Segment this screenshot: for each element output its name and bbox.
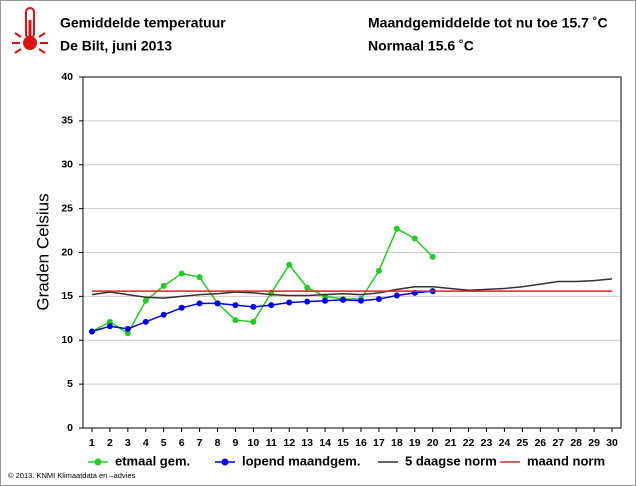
footer: © 2013. KNMI Klimaatdata en –advies: [8, 471, 136, 480]
point: [357, 297, 364, 304]
x-tick-label: 1: [89, 437, 95, 449]
x-tick-label: 25: [517, 437, 529, 449]
point: [196, 274, 203, 281]
point: [88, 328, 95, 335]
point: [106, 318, 113, 325]
x-tick-label: 30: [606, 437, 618, 449]
point: [340, 296, 347, 303]
chart-subtitle: De Bilt, juni 2013: [60, 38, 172, 54]
y-tick-label: 40: [61, 71, 73, 83]
legend-marker: [221, 458, 229, 466]
point: [232, 302, 239, 309]
y-tick-label: 5: [67, 378, 73, 390]
point: [178, 270, 185, 277]
x-tick-label: 18: [391, 437, 403, 449]
x-tick-label: 17: [373, 437, 385, 449]
x-tick-label: 23: [481, 437, 493, 449]
point: [142, 318, 149, 325]
point: [286, 299, 293, 306]
point: [304, 298, 311, 305]
y-axis-label: Graden Celsius: [33, 193, 52, 310]
x-tick-label: 8: [215, 437, 221, 449]
x-tick-label: 12: [283, 437, 295, 449]
chart-title: Gemiddelde temperatuur: [60, 15, 226, 31]
thermometer-icon: [12, 7, 48, 54]
point: [429, 253, 436, 260]
point: [322, 297, 329, 304]
x-tick-label: 19: [409, 437, 421, 449]
x-tick-label: 7: [197, 437, 203, 449]
y-tick-label: 25: [61, 202, 73, 214]
point: [375, 296, 382, 303]
legend-label: lopend maandgem.: [242, 453, 360, 468]
x-tick-label: 10: [248, 437, 260, 449]
point: [142, 297, 149, 304]
x-tick-label: 22: [463, 437, 475, 449]
annotation: Maandgemiddelde tot nu toe 15.7 ˚C: [368, 15, 608, 31]
x-tick-label: 5: [161, 437, 167, 449]
x-tick-label: 11: [266, 437, 277, 449]
point: [286, 261, 293, 268]
x-tick-label: 13: [301, 437, 313, 449]
annotation: Normaal 15.6 ˚C: [368, 38, 474, 54]
point: [250, 303, 257, 310]
legend-label: etmaal gem.: [115, 453, 190, 468]
point: [232, 317, 239, 324]
point: [250, 318, 257, 325]
x-tick-label: 29: [588, 437, 600, 449]
point: [375, 267, 382, 274]
x-tick-label: 6: [179, 437, 185, 449]
legend-marker: [94, 458, 102, 466]
point: [178, 304, 185, 311]
y-tick-label: 35: [61, 115, 73, 127]
point: [196, 300, 203, 307]
point: [124, 325, 131, 332]
x-tick-label: 26: [534, 437, 546, 449]
series-line: [91, 290, 433, 333]
point: [214, 300, 221, 307]
point: [160, 311, 167, 318]
point: [393, 225, 400, 232]
x-tick-label: 28: [570, 437, 582, 449]
y-tick-label: 20: [61, 246, 73, 258]
x-tick-label: 20: [427, 437, 439, 449]
y-tick-label: 0: [67, 422, 73, 434]
x-tick-label: 16: [355, 437, 367, 449]
x-tick-label: 3: [125, 437, 131, 449]
x-tick-label: 15: [337, 437, 349, 449]
series-line: [91, 227, 434, 335]
y-tick-label: 15: [61, 290, 73, 302]
legend-label: 5 daagse norm: [405, 453, 497, 468]
point: [268, 302, 275, 309]
point: [106, 323, 113, 330]
plot-area: [82, 76, 622, 429]
x-tick-label: 2: [107, 437, 113, 449]
x-tick-label: 4: [143, 437, 149, 449]
series-line: [91, 278, 613, 299]
legend-label: maand norm: [527, 453, 605, 468]
y-tick-label: 10: [61, 334, 73, 346]
x-tick-label: 24: [499, 437, 511, 449]
x-tick-label: 9: [233, 437, 239, 449]
point: [304, 284, 311, 291]
x-tick-label: 14: [319, 437, 331, 449]
x-tick-label: 27: [552, 437, 564, 449]
point: [124, 330, 131, 337]
point: [160, 282, 167, 289]
y-tick-label: 30: [61, 159, 73, 171]
point: [411, 235, 418, 242]
x-tick-label: 21: [445, 437, 457, 449]
point: [393, 292, 400, 299]
